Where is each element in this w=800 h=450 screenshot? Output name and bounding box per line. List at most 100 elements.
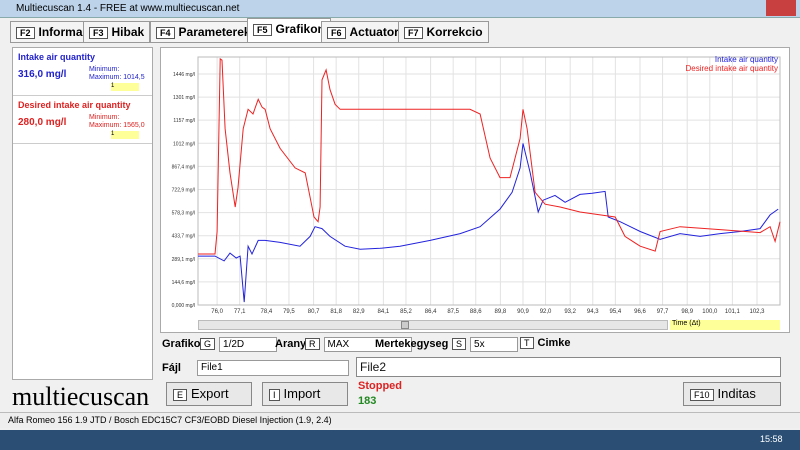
tab-label: Parameterek bbox=[178, 25, 251, 39]
x-axis-selector[interactable]: Time (Δt) bbox=[670, 320, 780, 330]
y-tick-label: 578,3 mg/l bbox=[172, 211, 195, 217]
tab[interactable]: F7 Korrekcio bbox=[398, 21, 489, 43]
item-max: Maximum: 1014,5 bbox=[89, 74, 145, 81]
x-tick-label: 92,0 bbox=[540, 309, 552, 315]
legend-entry: Intake air quantity bbox=[715, 55, 778, 64]
text-field[interactable]: File2 bbox=[356, 357, 781, 377]
sidebar-item[interactable]: Intake air quantity 316,0 mg/l Minimum: … bbox=[13, 48, 152, 96]
counter: 183 bbox=[358, 395, 377, 407]
close-button[interactable] bbox=[766, 0, 796, 16]
button-label: Inditas bbox=[717, 386, 756, 401]
control-key: S bbox=[452, 338, 467, 350]
button-key: I bbox=[269, 389, 280, 401]
control-label: Arany bbox=[275, 338, 307, 350]
x-tick-label: 78,4 bbox=[261, 309, 273, 315]
x-tick-label: 102,3 bbox=[749, 309, 765, 315]
tab-key: F3 bbox=[89, 27, 108, 39]
tab-label: Actuators bbox=[349, 25, 406, 39]
scrollbar[interactable] bbox=[198, 320, 668, 330]
control: Mertekegyseg bbox=[375, 338, 448, 350]
combo[interactable]: MAX bbox=[323, 337, 412, 352]
x-tick-label: 89,8 bbox=[495, 309, 507, 315]
x-tick-label: 76,0 bbox=[211, 309, 223, 315]
item-name: Intake air quantity bbox=[18, 52, 96, 62]
tab-key: F6 bbox=[327, 27, 346, 39]
tab-key: F5 bbox=[253, 24, 272, 36]
button-label: Export bbox=[191, 386, 229, 401]
logo: multiecuscan bbox=[12, 382, 150, 411]
tab-label: Hibak bbox=[111, 25, 145, 39]
tab-key: F4 bbox=[156, 27, 175, 39]
control[interactable]: T Cimke bbox=[520, 337, 571, 349]
control-label: Grafikon bbox=[162, 338, 208, 350]
item-name: Desired intake air quantity bbox=[18, 100, 131, 110]
x-tick-label: 88,6 bbox=[470, 309, 482, 315]
scroll-thumb[interactable] bbox=[401, 321, 409, 329]
button-key: E bbox=[173, 389, 188, 401]
x-tick-label: 82,9 bbox=[353, 309, 365, 315]
y-tick-label: 0,000 mg/l bbox=[172, 303, 195, 309]
y-tick-label: 867,4 mg/l bbox=[172, 164, 195, 170]
x-tick-label: 94,3 bbox=[587, 309, 599, 315]
item-min: Minimum: bbox=[89, 66, 120, 73]
tab[interactable]: F6 Actuators bbox=[321, 21, 412, 43]
x-tick-label: 85,2 bbox=[400, 309, 412, 315]
control: Arany bbox=[275, 338, 306, 350]
item-selector[interactable]: 1 bbox=[111, 83, 139, 91]
control-key: G bbox=[200, 338, 216, 350]
tab[interactable]: F5 Grafikon bbox=[247, 18, 331, 43]
control-label: Mertekegyseg bbox=[375, 338, 449, 350]
x-tick-label: 84,1 bbox=[378, 309, 390, 315]
x-tick-label: 87,5 bbox=[447, 309, 459, 315]
item-selector[interactable]: 1 bbox=[111, 131, 139, 139]
x-tick-label: 79,5 bbox=[283, 309, 295, 315]
control-key: R bbox=[305, 338, 320, 350]
x-tick-label: 90,9 bbox=[517, 309, 529, 315]
button-key: F10 bbox=[690, 389, 714, 401]
status: Stopped bbox=[358, 380, 402, 392]
title-bar: Multiecuscan 1.4 - FREE at www.multiecus… bbox=[0, 0, 800, 18]
control[interactable]: S 5x bbox=[452, 337, 519, 352]
y-tick-label: 433,7 mg/l bbox=[172, 234, 195, 240]
y-tick-label: 1012 mg/l bbox=[173, 141, 195, 147]
combo[interactable]: File1 bbox=[197, 360, 349, 376]
y-tick-label: 1157 mg/l bbox=[173, 118, 195, 124]
item-max: Maximum: 1565,0 bbox=[89, 122, 145, 129]
status-text: Alfa Romeo 156 1.9 JTD / Bosch EDC15C7 C… bbox=[8, 415, 332, 425]
series-line bbox=[198, 143, 779, 303]
control[interactable]: R MAX bbox=[305, 337, 412, 352]
plot-frame bbox=[197, 56, 781, 306]
y-tick-label: 144,6 mg/l bbox=[172, 280, 195, 286]
button[interactable]: E Export bbox=[166, 382, 252, 406]
sidebar-item[interactable]: Desired intake air quantity 280,0 mg/l M… bbox=[13, 96, 152, 144]
control-label: Cimke bbox=[537, 337, 571, 349]
control-key: T bbox=[520, 337, 534, 349]
x-tick-label: 96,6 bbox=[634, 309, 646, 315]
control-label: Fájl bbox=[162, 362, 181, 374]
y-tick-label: 289,1 mg/l bbox=[172, 257, 195, 263]
tab-label: Grafikon bbox=[275, 22, 325, 36]
legend-entry: Desired intake air quantity bbox=[686, 64, 779, 73]
y-tick-label: 1301 mg/l bbox=[173, 95, 195, 101]
button[interactable]: F10 Inditas bbox=[683, 382, 781, 406]
x-tick-label: 81,8 bbox=[330, 309, 342, 315]
tab[interactable]: F4 Parameterek bbox=[150, 21, 257, 43]
x-tick-label: 97,7 bbox=[657, 309, 669, 315]
x-tick-label: 93,2 bbox=[564, 309, 576, 315]
control[interactable]: G 1/2D bbox=[200, 337, 278, 352]
x-tick-label: 101,1 bbox=[725, 309, 741, 315]
tab[interactable]: F3 Hibak bbox=[83, 21, 151, 43]
chart-panel bbox=[160, 47, 790, 333]
tab-key: F2 bbox=[16, 27, 35, 39]
tab-label: Korrekcio bbox=[426, 25, 483, 39]
button[interactable]: I Import bbox=[262, 382, 348, 406]
x-tick-label: 100,0 bbox=[702, 309, 718, 315]
x-tick-label: 95,4 bbox=[610, 309, 622, 315]
control: Grafikon bbox=[162, 338, 207, 350]
item-value: 316,0 mg/l bbox=[18, 69, 67, 80]
combo[interactable]: 5x bbox=[470, 337, 519, 352]
combo[interactable]: 1/2D bbox=[219, 337, 278, 352]
x-tick-label: 77,1 bbox=[234, 309, 246, 315]
